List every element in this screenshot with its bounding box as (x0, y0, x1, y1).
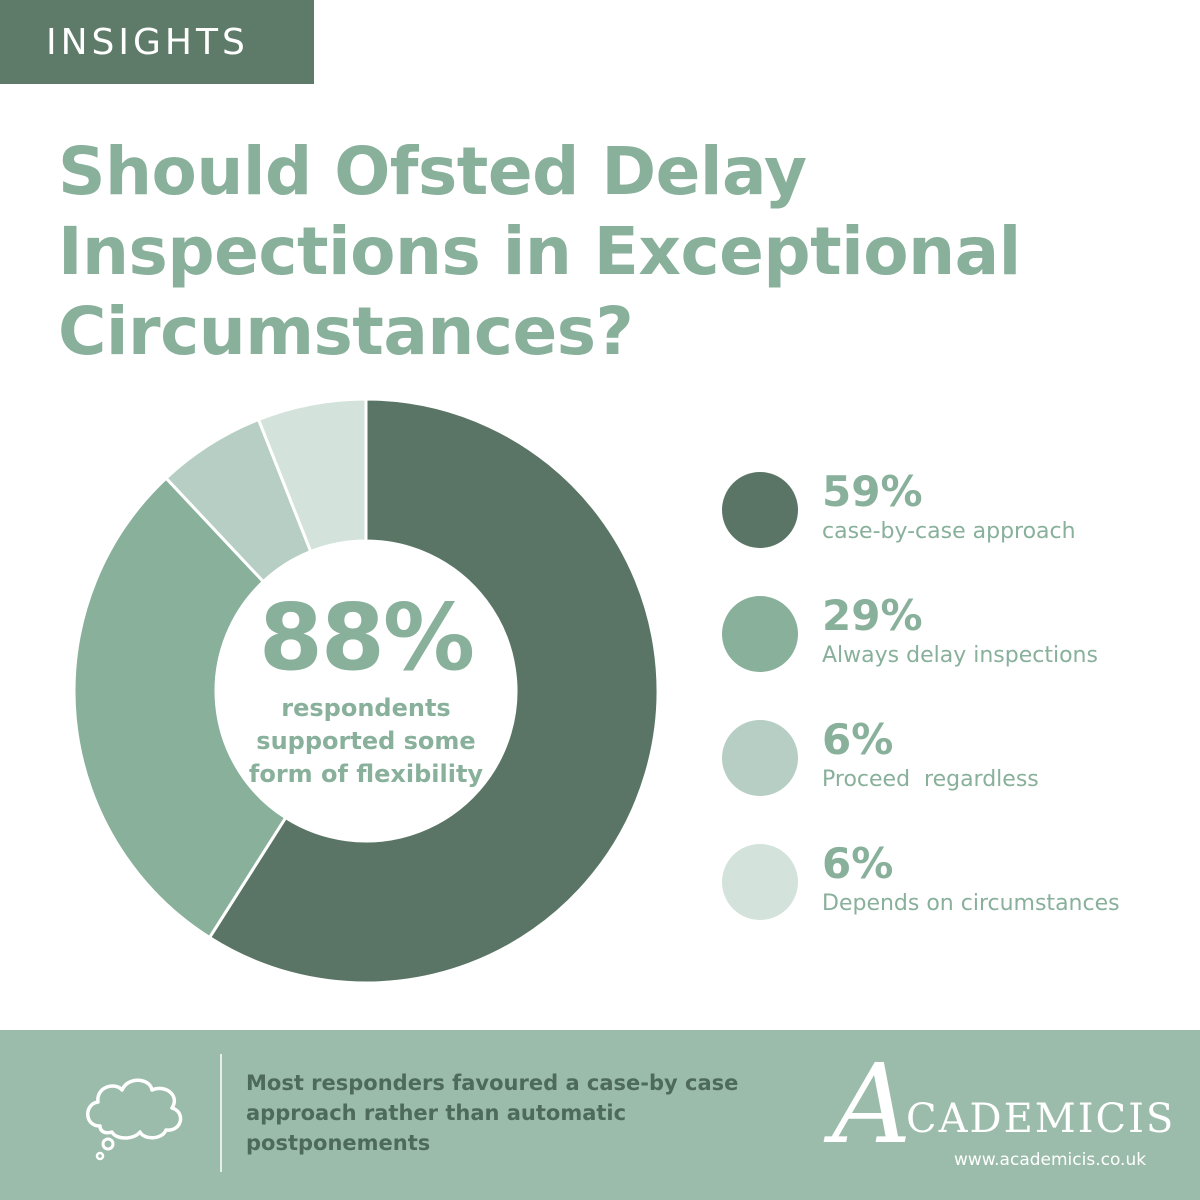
legend-value: 59% (822, 467, 923, 516)
legend-swatch (722, 472, 798, 548)
center-caption-line-3: form of flexibility (248, 760, 484, 788)
donut-center-summary: 88% respondents supported some form of f… (216, 590, 516, 791)
legend-swatch (722, 720, 798, 796)
logo-url: www.academicis.co.uk (954, 1150, 1147, 1170)
legend-value: 6% (822, 839, 894, 888)
legend-label: case-by-case approach (822, 519, 1076, 544)
center-caption-line-2: supported some (256, 727, 476, 755)
legend-swatch (722, 844, 798, 920)
footer-bar: Most responders favoured a case-by case … (0, 1030, 1200, 1200)
slice-case-by-case (207, 397, 660, 985)
legend-swatch (722, 596, 798, 672)
legend-label: Always delay inspections (822, 643, 1098, 668)
title-line-1: Should Ofsted Delay (58, 133, 807, 210)
title-line-2: Inspections in Exceptional (58, 213, 1021, 290)
legend-item-case-by-case: 59% case-by-case approach (722, 468, 1182, 592)
academicis-logo: A CADEMICIS www.academicis.co.uk (820, 1044, 1180, 1180)
center-percentage: 88% (258, 584, 475, 691)
logo-wordmark: CADEMICIS (906, 1096, 1176, 1142)
page-title: Should Ofsted Delay Inspections in Excep… (58, 132, 1158, 372)
slice-depends (256, 397, 368, 554)
legend-label: Depends on circumstances (822, 891, 1120, 916)
footer-note: Most responders favoured a case-by case … (246, 1071, 739, 1155)
logo-initial: A (832, 1040, 912, 1168)
slice-always-delay (72, 476, 288, 940)
legend-label: Proceed regardless (822, 767, 1039, 792)
legend-item-depends: 6% Depends on circumstances (722, 840, 1182, 964)
legend-value: 29% (822, 591, 923, 640)
chart-legend: 59% case-by-case approach 29% Always del… (722, 468, 1182, 964)
insights-tag-label: INSIGHTS (46, 21, 249, 63)
footer-divider (220, 1054, 222, 1172)
legend-value: 6% (822, 715, 894, 764)
center-caption-line-1: respondents (281, 694, 451, 722)
legend-item-proceed-regardless: 6% Proceed regardless (722, 716, 1182, 840)
title-line-3: Circumstances? (58, 293, 634, 370)
thought-bubble-icon (86, 1078, 183, 1161)
insights-tag: INSIGHTS (0, 0, 314, 84)
legend-item-always-delay: 29% Always delay inspections (722, 592, 1182, 716)
donut-chart (72, 397, 660, 985)
